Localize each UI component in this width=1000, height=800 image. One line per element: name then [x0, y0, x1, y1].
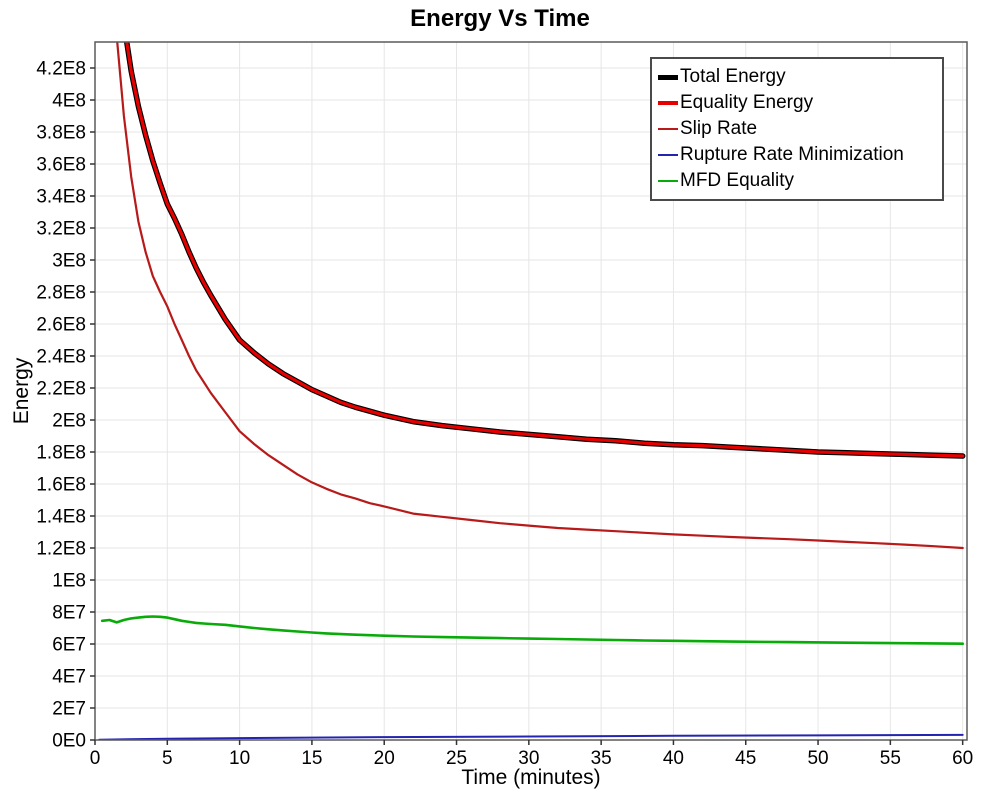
y-tick-label: 2E8 — [52, 411, 86, 432]
x-tick-label: 10 — [229, 748, 250, 769]
legend-label: Equality Energy — [680, 92, 814, 113]
legend-item: Rupture Rate Minimization — [658, 142, 936, 168]
y-tick-label: 2.2E8 — [36, 379, 86, 400]
legend-box: Total Energy Equality Energy Slip Rate Rupt… — [650, 57, 944, 201]
y-tick-label: 3.2E8 — [36, 219, 86, 240]
y-tick-label: 3E8 — [52, 251, 86, 272]
x-tick-label: 55 — [880, 748, 901, 769]
x-tick-label: 15 — [301, 748, 322, 769]
y-tick-label: 3.8E8 — [36, 123, 86, 144]
y-axis-label: Energy — [10, 357, 33, 425]
legend-swatch — [658, 101, 678, 105]
legend-item: Total Energy — [658, 64, 936, 90]
y-tick-label: 2.8E8 — [36, 283, 86, 304]
legend-swatch — [658, 127, 678, 131]
legend-swatch — [658, 74, 678, 80]
y-tick-label: 2E7 — [52, 699, 86, 720]
y-tick-label: 1.8E8 — [36, 443, 86, 464]
x-tick-label: 20 — [374, 748, 395, 769]
x-tick-label: 40 — [663, 748, 684, 769]
legend-item: Slip Rate — [658, 116, 936, 142]
y-tick-label: 2.4E8 — [36, 347, 86, 368]
legend-label: MFD Equality — [680, 170, 795, 191]
x-tick-label: 60 — [952, 748, 973, 769]
x-tick-label: 35 — [591, 748, 612, 769]
x-tick-label: 50 — [807, 748, 828, 769]
series-line-rupture-rate-minimization — [98, 733, 964, 740]
y-tick-label: 1.4E8 — [36, 507, 86, 528]
y-tick-label: 1E8 — [52, 571, 86, 592]
y-tick-label: 4E7 — [52, 667, 86, 688]
x-axis-label: Time (minutes) — [461, 766, 601, 789]
y-tick-label: 3.4E8 — [36, 187, 86, 208]
series-line-slip-rate — [116, 42, 964, 550]
legend-item: MFD Equality — [658, 168, 936, 194]
x-tick-label: 25 — [446, 748, 467, 769]
x-tick-label: 45 — [735, 748, 756, 769]
y-tick-label: 4.2E8 — [36, 59, 86, 80]
legend-swatch — [658, 153, 678, 157]
legend-label: Rupture Rate Minimization — [680, 144, 904, 165]
y-tick-label: 1.6E8 — [36, 475, 86, 496]
y-tick-label: 3.6E8 — [36, 155, 86, 176]
plot-border — [94, 41, 968, 741]
y-tick-label: 2.6E8 — [36, 315, 86, 336]
series-line-mfd-equality — [100, 615, 965, 646]
legend-item: Equality Energy — [658, 90, 936, 116]
legend-label: Total Energy — [680, 66, 786, 87]
y-tick-label: 1.2E8 — [36, 539, 86, 560]
x-tick-label: 5 — [162, 748, 173, 769]
x-tick-label: 0 — [90, 748, 101, 769]
y-tick-label: 0E0 — [52, 731, 86, 752]
legend-label: Slip Rate — [680, 118, 758, 139]
y-tick-label: 6E7 — [52, 635, 86, 656]
legend-swatch — [658, 179, 678, 183]
chart-title: Energy Vs Time — [410, 5, 590, 32]
y-tick-label: 4E8 — [52, 91, 86, 112]
x-tick-label: 30 — [518, 748, 539, 769]
y-tick-label: 8E7 — [52, 603, 86, 624]
series-line-equality-energy — [125, 42, 965, 458]
